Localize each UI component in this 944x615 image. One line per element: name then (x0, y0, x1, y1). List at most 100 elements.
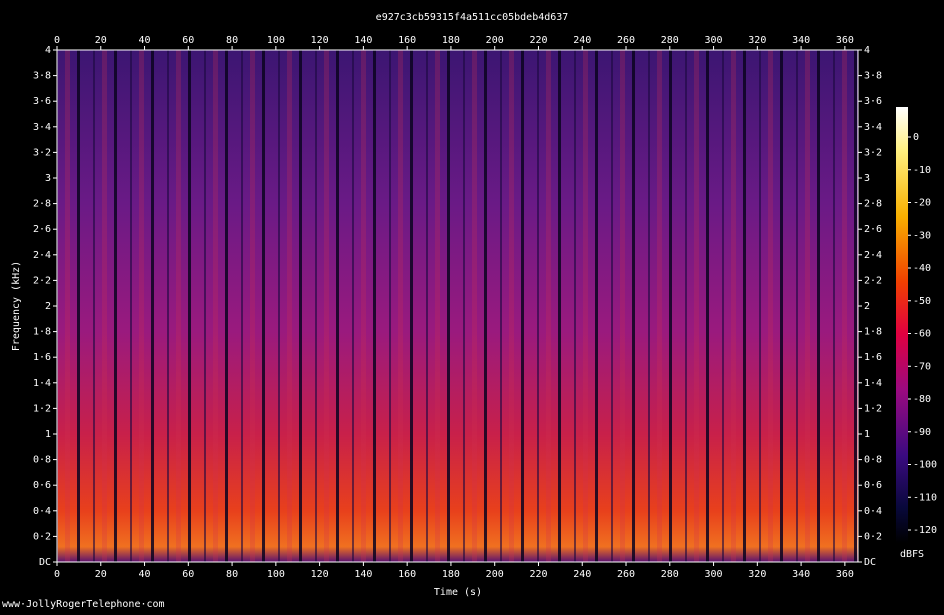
colorbar-tick-label: -60 (913, 329, 931, 340)
y-tick-label-right: 2 (864, 301, 870, 312)
y-tick-label-right: 3·4 (864, 122, 882, 133)
y-tick-label: 3·2 (33, 147, 51, 158)
x-tick-label: 60 (182, 569, 194, 580)
x-tick-label-top: 260 (617, 35, 635, 46)
y-tick-label: 0·2 (33, 531, 51, 542)
x-tick-label: 80 (226, 569, 238, 580)
colorbar (896, 107, 908, 543)
x-tick-label: 360 (836, 569, 854, 580)
x-tick-label-top: 300 (705, 35, 723, 46)
y-tick-label: 1·2 (33, 403, 51, 414)
x-tick-label-top: 100 (267, 35, 285, 46)
x-tick-label: 200 (486, 569, 504, 580)
colorbar-tick-label: -50 (913, 296, 931, 307)
y-tick-label: 1 (45, 429, 51, 440)
x-tick-label-top: 180 (442, 35, 460, 46)
x-tick-label: 40 (139, 569, 151, 580)
y-tick-label: 0·6 (33, 480, 51, 491)
x-tick-label: 320 (748, 569, 766, 580)
x-tick-label-top: 140 (354, 35, 372, 46)
y-tick-label-right: 3·6 (864, 96, 882, 107)
colorbar-tick-label: -10 (913, 165, 931, 176)
y-tick-label: 3·8 (33, 71, 51, 82)
y-tick-label-right: 1·8 (864, 327, 882, 338)
colorbar-tick-label: -110 (913, 492, 937, 503)
y-tick-label: 1·6 (33, 352, 51, 363)
colorbar-tick-label: 0 (913, 132, 919, 143)
y-tick-label: 2·2 (33, 275, 51, 286)
y-tick-label-right: 0·4 (864, 506, 882, 517)
colorbar-tick-label: -80 (913, 394, 931, 405)
y-tick-label: 2·4 (33, 250, 51, 261)
x-tick-label: 280 (661, 569, 679, 580)
x-tick-label-top: 120 (311, 35, 329, 46)
x-axis-label: Time (s) (434, 587, 482, 598)
x-tick-label: 260 (617, 569, 635, 580)
x-tick-label: 140 (354, 569, 372, 580)
y-tick-label-right: 2·2 (864, 275, 882, 286)
colorbar-tick-label: -40 (913, 263, 931, 274)
spectrogram-texture (57, 50, 858, 562)
colorbar-tick-label: -70 (913, 361, 931, 372)
x-tick-label: 120 (311, 569, 329, 580)
y-tick-label-right: DC (864, 557, 876, 568)
y-tick-label-right: 0·8 (864, 455, 882, 466)
colorbar-label: dBFS (900, 549, 924, 560)
y-tick-label: 2 (45, 301, 51, 312)
x-tick-label: 100 (267, 569, 285, 580)
x-tick-label-top: 80 (226, 35, 238, 46)
y-tick-label-right: 2·6 (864, 224, 882, 235)
y-tick-label-right: 3·8 (864, 71, 882, 82)
x-tick-label: 240 (573, 569, 591, 580)
x-tick-label: 20 (95, 569, 107, 580)
x-tick-label: 0 (54, 569, 60, 580)
x-tick-label-top: 0 (54, 35, 60, 46)
x-tick-label-top: 220 (529, 35, 547, 46)
y-tick-label-right: 1·2 (864, 403, 882, 414)
colorbar-tick-label: -30 (913, 230, 931, 241)
x-tick-label-top: 160 (398, 35, 416, 46)
x-tick-label: 180 (442, 569, 460, 580)
y-tick-label: 2·6 (33, 224, 51, 235)
y-tick-label: DC (39, 557, 51, 568)
x-tick-label-top: 320 (748, 35, 766, 46)
y-tick-label: 3·4 (33, 122, 51, 133)
x-tick-label: 160 (398, 569, 416, 580)
y-tick-label: 4 (45, 45, 51, 56)
y-tick-label: 1·8 (33, 327, 51, 338)
x-tick-label: 300 (705, 569, 723, 580)
x-tick-label-top: 360 (836, 35, 854, 46)
y-axis-label: Frequency (kHz) (11, 261, 22, 351)
colorbar-tick-label: -120 (913, 525, 937, 536)
y-tick-label-right: 2·4 (864, 250, 882, 261)
chart-title: e927c3cb59315f4a511cc05bdeb4d637 (376, 12, 569, 23)
y-tick-label: 3·6 (33, 96, 51, 107)
y-tick-label-right: 3 (864, 173, 870, 184)
y-tick-label: 1·4 (33, 378, 51, 389)
x-tick-label: 220 (529, 569, 547, 580)
colorbar-tick-label: -90 (913, 427, 931, 438)
y-tick-label-right: 2·8 (864, 199, 882, 210)
y-tick-label: 0·4 (33, 506, 51, 517)
colorbar-tick-label: -100 (913, 460, 937, 471)
y-tick-label-right: 1·6 (864, 352, 882, 363)
x-tick-label-top: 280 (661, 35, 679, 46)
y-tick-label-right: 4 (864, 45, 870, 56)
colorbar-tick-label: -20 (913, 198, 931, 209)
x-tick-label-top: 200 (486, 35, 504, 46)
y-tick-label-right: 1 (864, 429, 870, 440)
y-tick-label: 3 (45, 173, 51, 184)
x-tick-label-top: 340 (792, 35, 810, 46)
y-tick-label-right: 0·2 (864, 531, 882, 542)
y-tick-label: 2·8 (33, 199, 51, 210)
y-tick-label-right: 0·6 (864, 480, 882, 491)
x-tick-label-top: 240 (573, 35, 591, 46)
x-tick-label-top: 40 (139, 35, 151, 46)
x-tick-label-top: 20 (95, 35, 107, 46)
footer: www·JollyRogerTelephone·com (2, 599, 165, 610)
y-tick-label-right: 3·2 (864, 147, 882, 158)
x-tick-label: 340 (792, 569, 810, 580)
y-tick-label: 0·8 (33, 455, 51, 466)
